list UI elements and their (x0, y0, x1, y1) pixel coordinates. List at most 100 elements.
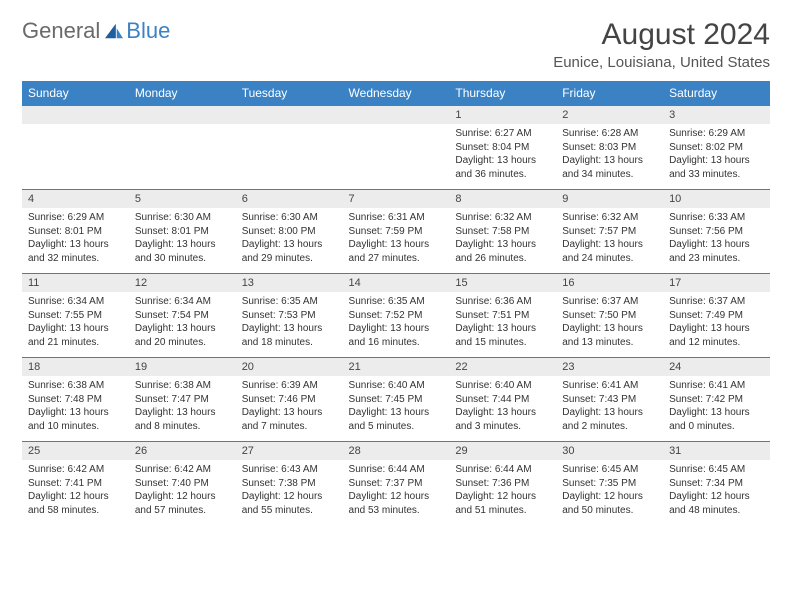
day-detail-line: Sunset: 7:42 PM (669, 393, 764, 407)
day-detail-line: Daylight: 13 hours and 18 minutes. (242, 322, 337, 349)
calendar-day-cell: 24Sunrise: 6:41 AMSunset: 7:42 PMDayligh… (663, 358, 770, 442)
day-detail-line: Sunset: 7:43 PM (562, 393, 657, 407)
day-details: Sunrise: 6:35 AMSunset: 7:52 PMDaylight:… (343, 292, 450, 357)
calendar-day-cell: 31Sunrise: 6:45 AMSunset: 7:34 PMDayligh… (663, 442, 770, 526)
day-details: Sunrise: 6:40 AMSunset: 7:44 PMDaylight:… (449, 376, 556, 441)
day-detail-line: Sunset: 8:04 PM (455, 141, 550, 155)
day-number: 10 (663, 190, 770, 208)
day-number: 25 (22, 442, 129, 460)
day-detail-line: Sunset: 7:45 PM (349, 393, 444, 407)
month-title: August 2024 (553, 18, 770, 52)
day-number: 17 (663, 274, 770, 292)
day-detail-line: Sunrise: 6:45 AM (562, 463, 657, 477)
weekday-header: Tuesday (236, 81, 343, 106)
day-detail-line: Sunrise: 6:44 AM (455, 463, 550, 477)
day-detail-line: Sunrise: 6:29 AM (669, 127, 764, 141)
day-details: Sunrise: 6:43 AMSunset: 7:38 PMDaylight:… (236, 460, 343, 525)
day-number (236, 106, 343, 124)
day-detail-line: Daylight: 12 hours and 53 minutes. (349, 490, 444, 517)
day-detail-line: Sunrise: 6:34 AM (28, 295, 123, 309)
calendar-day-cell: 12Sunrise: 6:34 AMSunset: 7:54 PMDayligh… (129, 274, 236, 358)
calendar-day-cell: 19Sunrise: 6:38 AMSunset: 7:47 PMDayligh… (129, 358, 236, 442)
day-details: Sunrise: 6:35 AMSunset: 7:53 PMDaylight:… (236, 292, 343, 357)
day-detail-line: Sunrise: 6:30 AM (135, 211, 230, 225)
header: General Blue August 2024 Eunice, Louisia… (22, 18, 770, 71)
day-details: Sunrise: 6:27 AMSunset: 8:04 PMDaylight:… (449, 124, 556, 189)
day-details: Sunrise: 6:30 AMSunset: 8:00 PMDaylight:… (236, 208, 343, 273)
day-number: 11 (22, 274, 129, 292)
day-number: 5 (129, 190, 236, 208)
day-detail-line: Sunrise: 6:41 AM (669, 379, 764, 393)
day-detail-line: Sunset: 7:37 PM (349, 477, 444, 491)
day-detail-line: Daylight: 13 hours and 3 minutes. (455, 406, 550, 433)
calendar-day-cell: 18Sunrise: 6:38 AMSunset: 7:48 PMDayligh… (22, 358, 129, 442)
weekday-header: Monday (129, 81, 236, 106)
day-detail-line: Sunset: 7:35 PM (562, 477, 657, 491)
day-detail-line: Daylight: 13 hours and 26 minutes. (455, 238, 550, 265)
calendar-day-cell: 7Sunrise: 6:31 AMSunset: 7:59 PMDaylight… (343, 190, 450, 274)
day-detail-line: Sunrise: 6:36 AM (455, 295, 550, 309)
day-details: Sunrise: 6:36 AMSunset: 7:51 PMDaylight:… (449, 292, 556, 357)
calendar-day-cell: 29Sunrise: 6:44 AMSunset: 7:36 PMDayligh… (449, 442, 556, 526)
calendar-day-cell (22, 106, 129, 190)
calendar-header-row: Sunday Monday Tuesday Wednesday Thursday… (22, 81, 770, 106)
day-number: 1 (449, 106, 556, 124)
brand-part2: Blue (126, 18, 170, 44)
calendar-day-cell: 3Sunrise: 6:29 AMSunset: 8:02 PMDaylight… (663, 106, 770, 190)
day-details: Sunrise: 6:44 AMSunset: 7:37 PMDaylight:… (343, 460, 450, 525)
weekday-header: Wednesday (343, 81, 450, 106)
day-details (129, 124, 236, 184)
day-details: Sunrise: 6:42 AMSunset: 7:41 PMDaylight:… (22, 460, 129, 525)
day-detail-line: Daylight: 12 hours and 50 minutes. (562, 490, 657, 517)
day-detail-line: Sunset: 7:47 PM (135, 393, 230, 407)
day-number: 26 (129, 442, 236, 460)
day-detail-line: Sunset: 7:58 PM (455, 225, 550, 239)
day-detail-line: Sunset: 7:44 PM (455, 393, 550, 407)
day-number: 19 (129, 358, 236, 376)
day-detail-line: Sunrise: 6:44 AM (349, 463, 444, 477)
day-details: Sunrise: 6:31 AMSunset: 7:59 PMDaylight:… (343, 208, 450, 273)
day-number: 16 (556, 274, 663, 292)
day-detail-line: Sunset: 7:38 PM (242, 477, 337, 491)
day-detail-line: Sunset: 7:56 PM (669, 225, 764, 239)
day-detail-line: Sunset: 7:46 PM (242, 393, 337, 407)
calendar-day-cell: 23Sunrise: 6:41 AMSunset: 7:43 PMDayligh… (556, 358, 663, 442)
day-detail-line: Daylight: 13 hours and 23 minutes. (669, 238, 764, 265)
day-number: 23 (556, 358, 663, 376)
day-number: 7 (343, 190, 450, 208)
day-details: Sunrise: 6:40 AMSunset: 7:45 PMDaylight:… (343, 376, 450, 441)
day-detail-line: Daylight: 13 hours and 5 minutes. (349, 406, 444, 433)
day-details: Sunrise: 6:38 AMSunset: 7:48 PMDaylight:… (22, 376, 129, 441)
day-number: 20 (236, 358, 343, 376)
day-detail-line: Sunrise: 6:27 AM (455, 127, 550, 141)
calendar-day-cell: 5Sunrise: 6:30 AMSunset: 8:01 PMDaylight… (129, 190, 236, 274)
day-number (343, 106, 450, 124)
day-number (129, 106, 236, 124)
day-number: 13 (236, 274, 343, 292)
calendar-day-cell (236, 106, 343, 190)
day-detail-line: Sunset: 7:53 PM (242, 309, 337, 323)
day-detail-line: Sunset: 7:49 PM (669, 309, 764, 323)
calendar-day-cell: 25Sunrise: 6:42 AMSunset: 7:41 PMDayligh… (22, 442, 129, 526)
day-detail-line: Sunset: 8:01 PM (28, 225, 123, 239)
title-block: August 2024 Eunice, Louisiana, United St… (553, 18, 770, 71)
day-detail-line: Daylight: 13 hours and 2 minutes. (562, 406, 657, 433)
location-label: Eunice, Louisiana, United States (553, 54, 770, 71)
calendar-day-cell: 17Sunrise: 6:37 AMSunset: 7:49 PMDayligh… (663, 274, 770, 358)
day-number: 4 (22, 190, 129, 208)
day-detail-line: Sunrise: 6:39 AM (242, 379, 337, 393)
day-detail-line: Sunrise: 6:31 AM (349, 211, 444, 225)
day-detail-line: Sunrise: 6:45 AM (669, 463, 764, 477)
day-detail-line: Daylight: 12 hours and 51 minutes. (455, 490, 550, 517)
day-detail-line: Sunset: 8:00 PM (242, 225, 337, 239)
day-detail-line: Sunrise: 6:37 AM (669, 295, 764, 309)
day-number: 30 (556, 442, 663, 460)
day-detail-line: Daylight: 13 hours and 34 minutes. (562, 154, 657, 181)
day-details: Sunrise: 6:33 AMSunset: 7:56 PMDaylight:… (663, 208, 770, 273)
day-details: Sunrise: 6:42 AMSunset: 7:40 PMDaylight:… (129, 460, 236, 525)
brand-part1: General (22, 18, 100, 44)
day-detail-line: Sunrise: 6:42 AM (28, 463, 123, 477)
day-detail-line: Daylight: 13 hours and 21 minutes. (28, 322, 123, 349)
day-detail-line: Sunset: 7:57 PM (562, 225, 657, 239)
calendar-day-cell: 8Sunrise: 6:32 AMSunset: 7:58 PMDaylight… (449, 190, 556, 274)
